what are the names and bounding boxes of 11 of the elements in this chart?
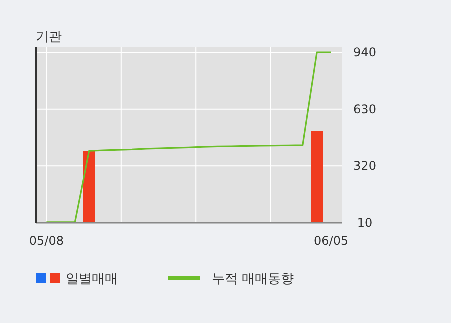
y-tick-label: 630: [354, 102, 376, 116]
legend-label: 누적 매매동향: [212, 272, 294, 287]
y-tick-label: 940: [354, 46, 376, 60]
legend-일별매매: 일별매매: [36, 272, 118, 287]
legend-label: 일별매매: [66, 272, 118, 287]
y-tick-label: 10: [357, 216, 373, 230]
y-tick-label: 320: [354, 159, 376, 174]
line-series: [46, 52, 332, 224]
chart-title: 기관: [36, 30, 62, 45]
x-tick-label: 06/05: [314, 234, 349, 248]
x-tick-label: 05/08: [29, 234, 64, 248]
